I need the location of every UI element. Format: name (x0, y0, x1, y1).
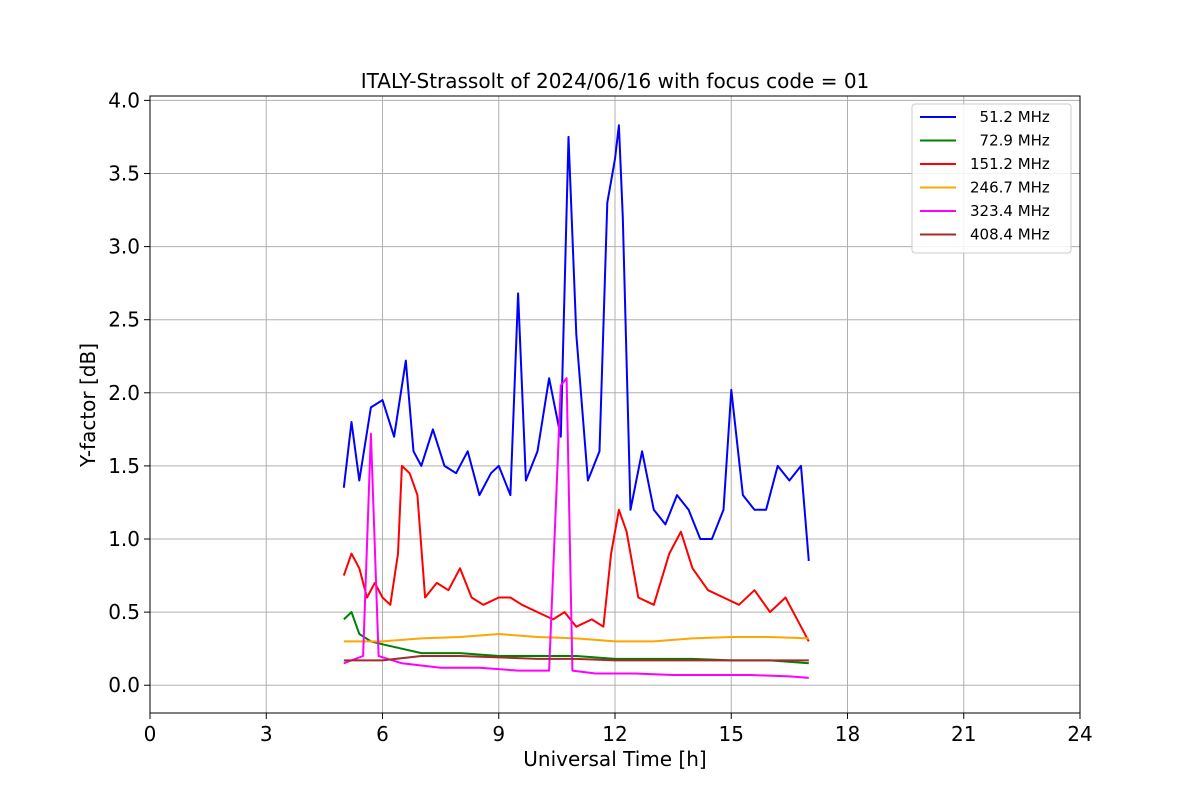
series-line-3 (343, 633, 809, 643)
series-line-5 (343, 655, 809, 662)
series-line-0 (342, 124, 810, 561)
y-tick-label: 0.5 (108, 600, 140, 624)
y-tick-label: 2.5 (108, 308, 140, 332)
y-tick-label: 2.0 (108, 381, 140, 405)
y-tick-label: 1.0 (108, 527, 140, 551)
y-tick-label: 3.5 (108, 161, 140, 185)
chart-title: ITALY-Strassolt of 2024/06/16 with focus… (361, 69, 870, 93)
series-line-4 (343, 377, 809, 679)
legend-label: 72.9 MHz (970, 132, 1050, 150)
x-tick-label: 12 (602, 722, 627, 746)
y-axis-title: Y-factor [dB] (76, 343, 100, 468)
y-tick-label: 4.0 (108, 88, 140, 112)
x-tick-label: 0 (144, 722, 157, 746)
y-tick-label: 3.0 (108, 235, 140, 259)
series-line-2 (342, 464, 810, 642)
axis-ticks: 0 3 6 9 12 15 18 21 24 0.0 0.5 1.0 1.5 2.0 2.5 3.0 3.5 4.… (108, 88, 1093, 746)
x-tick-label: 15 (719, 722, 744, 746)
x-tick-label: 9 (492, 722, 505, 746)
legend-label: 151.2 MHz (970, 155, 1050, 173)
legend-label: 246.7 MHz (970, 179, 1050, 197)
x-axis-title: Universal Time [h] (523, 747, 706, 771)
legend: 51.2 MHz 72.9 MHz 151.2 MHz 246.7 MHz 323.4… (911, 103, 1072, 254)
x-tick-label: 21 (951, 722, 976, 746)
x-tick-label: 6 (376, 722, 389, 746)
legend-label: 408.4 MHz (970, 226, 1050, 244)
legend-label: 323.4 MHz (970, 202, 1050, 220)
x-tick-label: 3 (260, 722, 273, 746)
y-tick-label: 0.0 (108, 673, 140, 697)
y-tick-label: 1.5 (108, 454, 140, 478)
series-lines (342, 124, 810, 679)
x-tick-label: 24 (1067, 722, 1092, 746)
x-tick-label: 18 (835, 722, 860, 746)
grid-lines (149, 96, 1081, 713)
legend-label: 51.2 MHz (970, 108, 1050, 126)
